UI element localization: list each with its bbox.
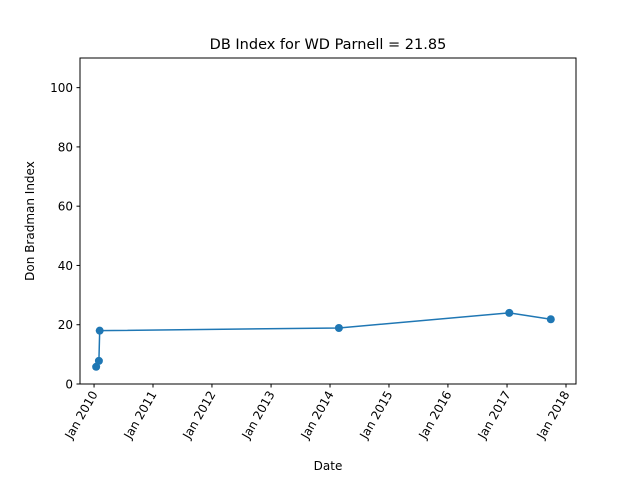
chart-title: DB Index for WD Parnell = 21.85 [210, 37, 447, 53]
y-axis-label: Don Bradman Index [23, 161, 37, 281]
series-layer [92, 308, 555, 371]
y-axis-ticks: 0 20 40 60 80 100 [50, 81, 80, 392]
y-tick-label: 0 [65, 378, 73, 392]
x-tick-label: Jan 2011 [121, 389, 160, 443]
y-tick-label: 100 [50, 81, 73, 95]
plot-area [79, 57, 577, 385]
x-tick-label: Jan 2015 [357, 389, 396, 443]
x-axis-label: Date [314, 459, 343, 473]
data-point [505, 308, 514, 317]
x-axis-ticks: Jan 2010 Jan 2011 Jan 2012 Jan 2013 Jan 2014… [62, 384, 573, 442]
y-tick-label: 20 [58, 318, 73, 332]
y-tick-label: 60 [58, 200, 73, 214]
data-point [94, 356, 103, 365]
data-point [546, 315, 555, 324]
y-tick-label: 80 [58, 140, 73, 154]
y-tick-label: 40 [58, 259, 73, 273]
x-tick-label: Jan 2016 [415, 389, 454, 443]
x-tick-label: Jan 2012 [179, 389, 218, 443]
x-tick-label: Jan 2014 [298, 389, 337, 443]
x-tick-label: Jan 2010 [62, 389, 101, 443]
data-point [95, 326, 104, 335]
plot-frame [79, 57, 577, 385]
series-line [95, 312, 551, 368]
x-tick-label: Jan 2013 [239, 389, 278, 443]
x-tick-label: Jan 2018 [534, 389, 573, 443]
data-point [334, 323, 343, 332]
x-tick-label: Jan 2017 [475, 389, 514, 443]
